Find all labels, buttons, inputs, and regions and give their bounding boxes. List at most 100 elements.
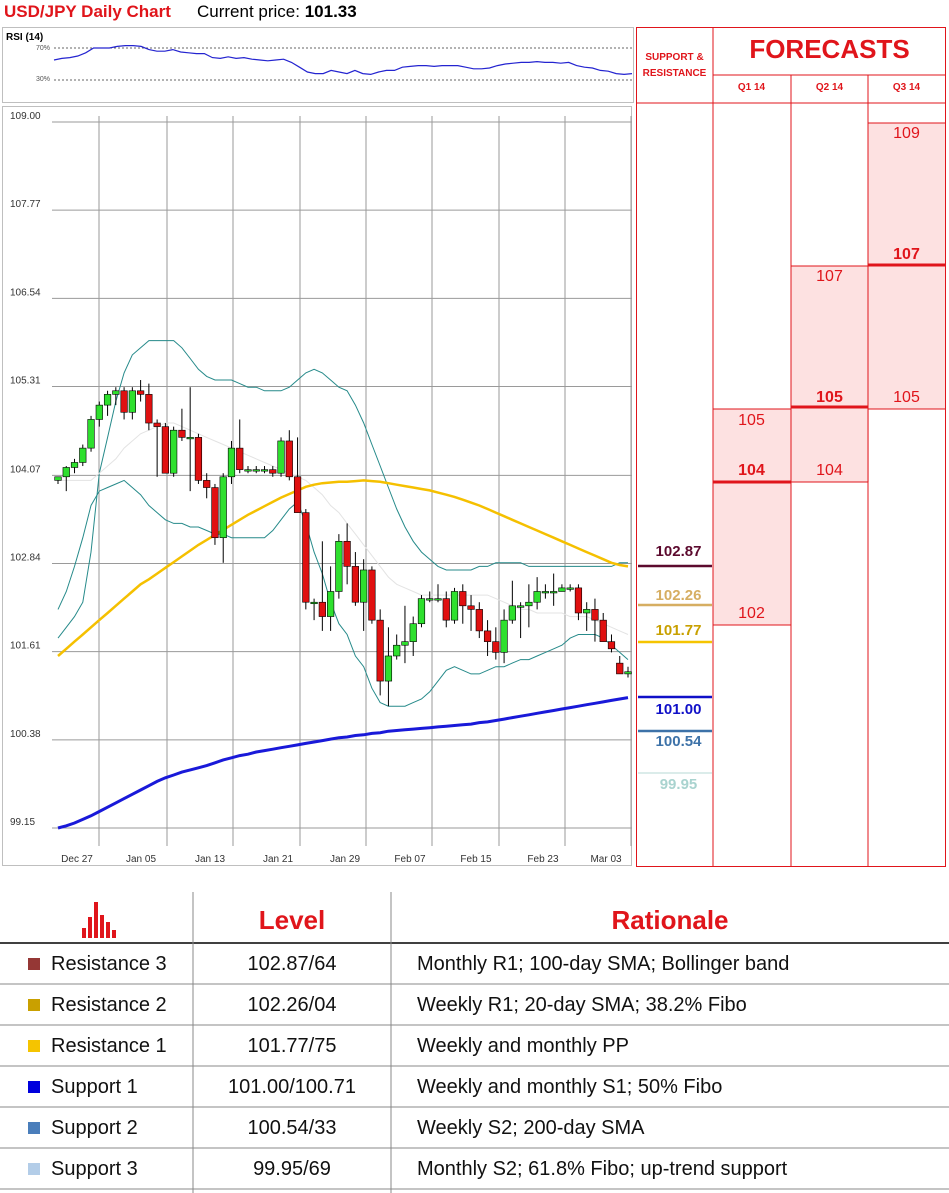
indicator-overlays <box>57 340 629 830</box>
q3-label: Q3 14 <box>892 82 921 93</box>
overlay-line <box>57 696 629 830</box>
row-name: Support 2 <box>51 1117 138 1139</box>
candle <box>401 605 409 664</box>
overlay-line <box>58 422 629 635</box>
candle <box>409 616 417 656</box>
candle-body <box>591 609 599 621</box>
candle <box>120 387 128 420</box>
candle <box>310 598 318 621</box>
candle-body <box>508 605 516 621</box>
candle-body <box>442 598 450 621</box>
candle <box>500 609 508 664</box>
chart-title: USD/JPY Daily Chart <box>4 2 171 21</box>
candle-body <box>227 447 236 478</box>
row-level: 100.54/33 <box>247 1117 337 1139</box>
candle <box>566 584 574 592</box>
candle-body <box>426 598 434 601</box>
x-tick-label: Jan 13 <box>195 854 225 865</box>
candle-body <box>409 623 417 642</box>
candle-body <box>95 404 103 420</box>
candle-body <box>417 598 426 625</box>
candle-body <box>128 390 136 413</box>
candle <box>624 666 632 678</box>
candle <box>442 591 450 628</box>
candle <box>525 584 533 628</box>
overlay-line <box>57 479 629 657</box>
candle-body <box>583 609 591 614</box>
candle-body <box>351 566 359 603</box>
candle-body <box>54 476 62 481</box>
rsi-title: RSI (14) <box>6 32 44 43</box>
candle <box>343 523 351 585</box>
candle <box>137 380 145 402</box>
candle-body <box>384 655 393 682</box>
q2-mid: 105 <box>816 389 843 406</box>
q1-low: 102 <box>738 605 765 622</box>
candle-body <box>145 394 153 424</box>
candle <box>95 401 103 427</box>
candle-body <box>194 437 203 481</box>
row-name: Support 3 <box>51 1158 138 1180</box>
candle-body <box>137 390 145 395</box>
candle <box>467 595 475 631</box>
candle <box>384 627 393 707</box>
rsi-line <box>53 45 633 76</box>
x-tick-label: Jan 05 <box>126 854 156 865</box>
candle <box>285 430 293 481</box>
candle <box>269 466 277 477</box>
candle-body <box>211 487 219 539</box>
candle <box>161 423 169 474</box>
candle <box>599 612 607 642</box>
candle <box>244 466 252 474</box>
candle-body <box>450 591 459 621</box>
candle-body <box>541 591 549 594</box>
candle-body <box>318 601 326 617</box>
candle-body <box>550 591 558 594</box>
candle-body <box>302 512 310 603</box>
row-rationale: Weekly and monthly S1; 50% Fibo <box>417 1076 723 1098</box>
candle-body <box>327 591 335 617</box>
q1-mid: 104 <box>738 462 765 479</box>
rsi-level-low: 30% <box>36 76 51 83</box>
candle <box>178 408 186 441</box>
candlesticks <box>54 380 632 707</box>
candle-body <box>153 422 161 427</box>
candle <box>368 566 376 624</box>
candle-body <box>459 591 467 607</box>
row-level: 102.26/04 <box>247 994 337 1016</box>
candle-body <box>120 390 128 413</box>
rationale-header: Rationale <box>611 905 729 935</box>
row-rationale: Weekly S2; 200-day SMA <box>417 1117 645 1139</box>
y-tick-label: 105.31 <box>10 375 41 386</box>
candle <box>145 383 153 431</box>
legend-swatch <box>28 1081 40 1093</box>
candle-body <box>186 437 194 440</box>
candle-body <box>70 462 79 468</box>
table-grid <box>0 892 949 1193</box>
rsi-panel <box>2 27 634 103</box>
sr-value-s1: 101.00 <box>655 701 702 718</box>
candle <box>227 440 236 484</box>
x-tick-label: Mar 03 <box>590 854 622 865</box>
candle <box>302 509 310 610</box>
x-axis-labels: Dec 27 Jan 05 Jan 13 Jan 21 Jan 29 Feb 07 Feb … <box>61 854 622 865</box>
candle-body <box>310 601 318 605</box>
sr-value-r2: 102.26 <box>655 587 702 604</box>
candle <box>450 587 459 624</box>
legend-swatch <box>28 999 40 1011</box>
candle <box>112 387 120 406</box>
q3-mid: 107 <box>893 246 920 263</box>
candle-body <box>112 390 120 395</box>
chart-grid <box>2 106 632 866</box>
candle-body <box>434 598 442 601</box>
row-rationale: Weekly and monthly PP <box>417 1035 629 1057</box>
y-tick-label: 101.61 <box>10 641 41 652</box>
price-chart: 109.00 107.77 106.54 105.31 104.07 102.84 101.… <box>2 106 632 866</box>
candle <box>236 419 244 474</box>
overlay-line <box>57 340 628 639</box>
row-rationale: Weekly R1; 20-day SMA; 38.2% Fibo <box>417 994 747 1016</box>
rsi-level-high: 70% <box>36 45 51 52</box>
y-tick-label: 104.07 <box>10 464 41 475</box>
candle <box>186 387 194 492</box>
candle-body <box>62 467 70 478</box>
